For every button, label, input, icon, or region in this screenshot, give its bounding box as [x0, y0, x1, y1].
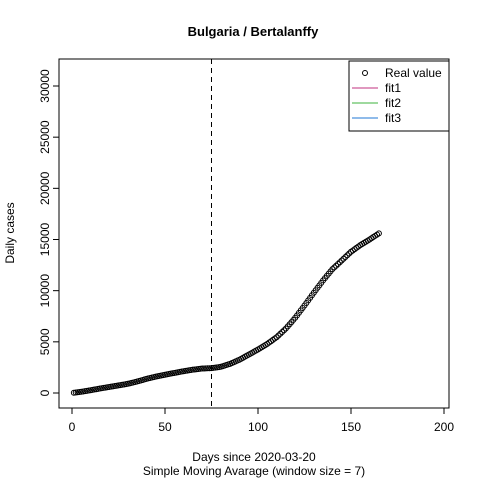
legend-label-fit3: fit3 — [385, 111, 401, 125]
y-tick-label: 5000 — [38, 328, 52, 355]
data-point — [329, 266, 336, 273]
x-axis-label: Days since 2020-03-20 — [192, 450, 316, 464]
real-value-points — [70, 230, 382, 396]
legend-label-fit2: fit2 — [385, 96, 401, 110]
data-point — [281, 327, 288, 334]
data-point — [199, 365, 206, 372]
data-point — [331, 264, 338, 271]
chart-subtitle: Simple Moving Avarage (window size = 7) — [143, 464, 365, 478]
data-point — [342, 253, 349, 260]
legend-label-fit1: fit1 — [385, 81, 401, 95]
data-point — [334, 260, 341, 267]
y-axis-label: Daily cases — [3, 202, 17, 263]
y-tick-label: 15000 — [38, 222, 52, 256]
x-tick-label: 50 — [158, 420, 172, 434]
data-point — [277, 330, 284, 337]
y-tick-label: 30000 — [38, 69, 52, 103]
chart-title: Bulgaria / Bertalanffy — [188, 24, 320, 39]
x-tick-label: 100 — [248, 420, 268, 434]
y-tick-label: 25000 — [38, 120, 52, 154]
y-tick-label: 10000 — [38, 274, 52, 308]
x-tick-label: 150 — [341, 420, 361, 434]
data-point — [275, 332, 282, 339]
data-point — [336, 259, 343, 266]
legend-marker-real-value — [362, 70, 368, 76]
data-point — [279, 329, 286, 336]
data-point — [375, 230, 382, 237]
data-point — [206, 365, 213, 372]
data-point — [273, 334, 280, 341]
legend-label-real-value: Real value — [385, 66, 442, 80]
y-axis: 0 5000 10000 15000 20000 25000 30000 — [38, 69, 60, 396]
data-point — [333, 262, 340, 269]
data-point — [338, 257, 345, 264]
y-tick-label: 0 — [38, 389, 52, 396]
legend-box — [348, 60, 450, 132]
y-tick-label: 20000 — [38, 171, 52, 205]
x-axis: 0 50 100 150 200 — [69, 407, 454, 434]
data-point — [202, 365, 209, 372]
data-point — [344, 252, 351, 259]
data-point — [340, 255, 347, 262]
data-point — [204, 365, 211, 372]
legend: Real value fit1 fit2 fit3 — [348, 60, 450, 132]
data-point — [201, 365, 208, 372]
x-tick-label: 0 — [69, 420, 76, 434]
x-tick-label: 200 — [434, 420, 454, 434]
data-point — [346, 250, 353, 257]
